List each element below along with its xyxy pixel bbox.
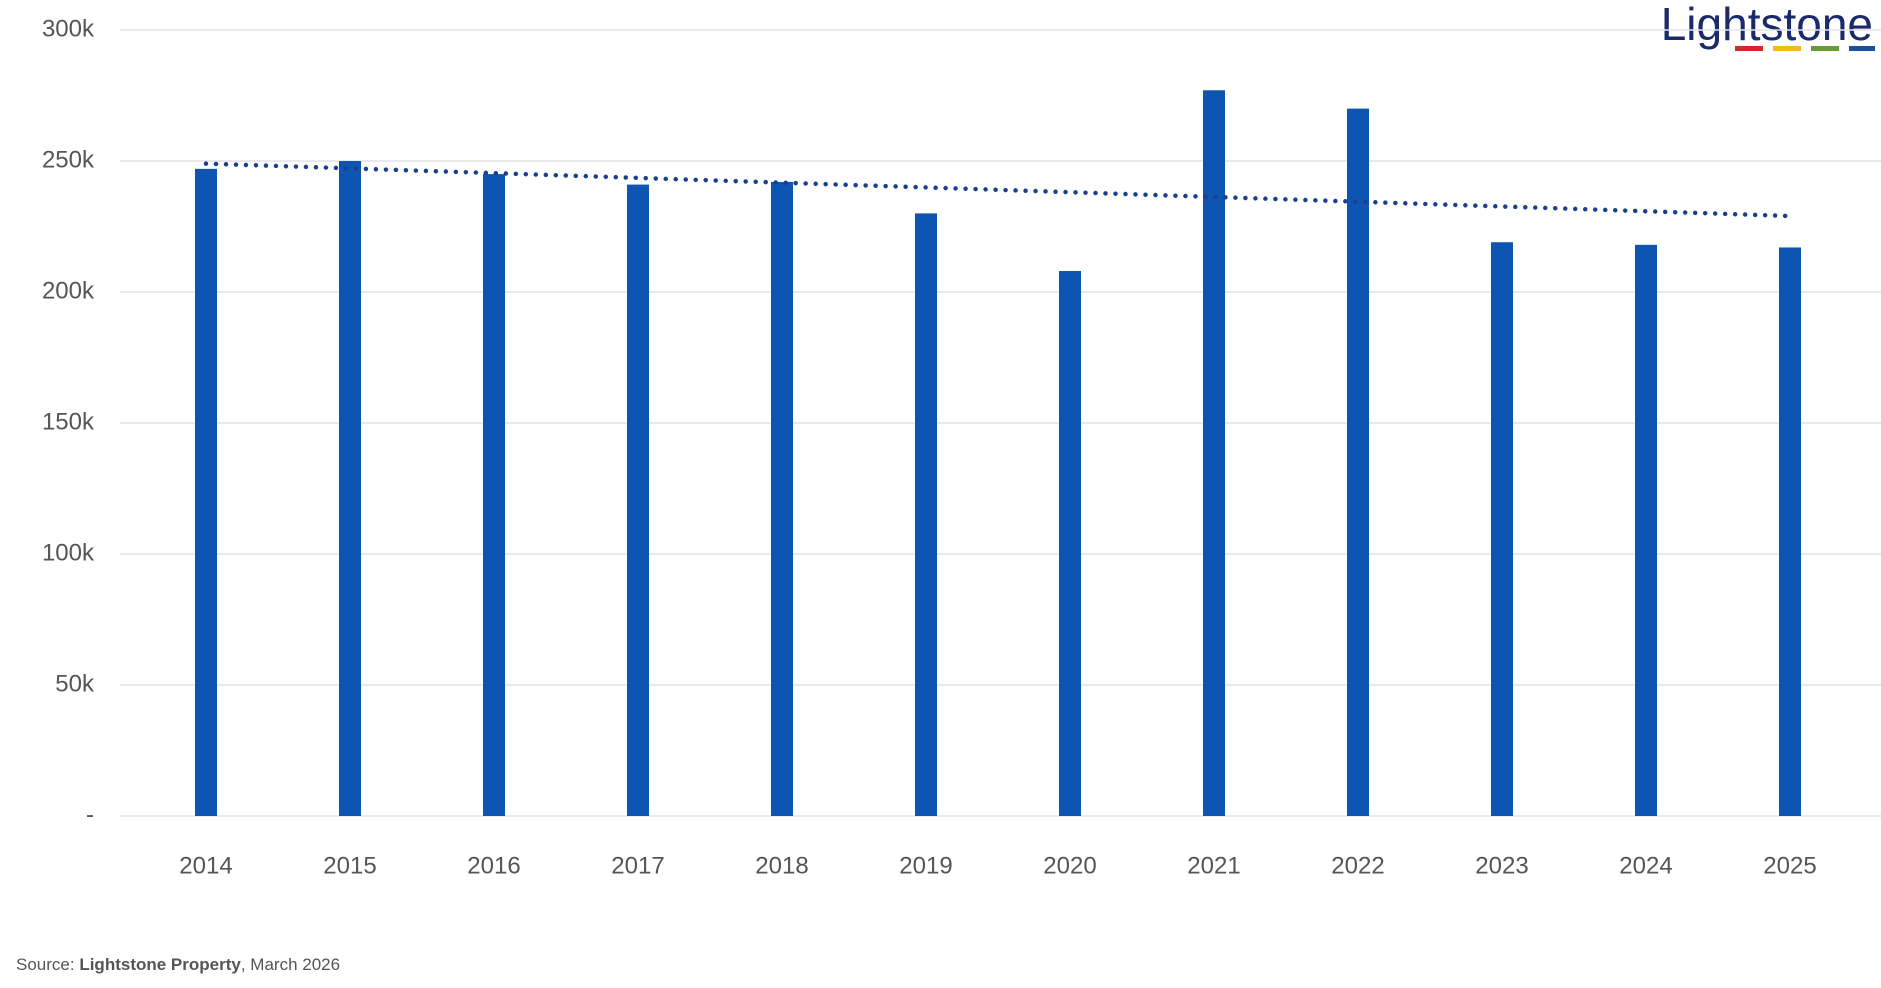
logo: Lightstone (1661, 0, 1873, 50)
logo-bar (1849, 46, 1875, 51)
bar (1491, 242, 1513, 817)
y-tick-label: 300k (42, 15, 95, 42)
logo-bar (1773, 46, 1801, 51)
y-tick-label: 150k (42, 408, 95, 435)
bar (627, 184, 649, 816)
y-tick-label: 50k (55, 670, 95, 697)
x-tick-label: 2023 (1475, 852, 1528, 879)
y-tick-label: - (86, 801, 94, 828)
logo-bar (1735, 46, 1763, 51)
source-name: Lightstone Property (79, 955, 241, 974)
x-tick-label: 2022 (1331, 852, 1384, 879)
y-tick-label: 250k (42, 146, 95, 173)
x-tick-label: 2024 (1619, 852, 1672, 879)
bar (1635, 244, 1657, 817)
trendline (203, 161, 1793, 219)
bar (339, 161, 361, 816)
y-tick-label: 200k (42, 277, 95, 304)
x-tick-label: 2017 (611, 852, 664, 879)
x-tick-label: 2016 (467, 852, 520, 879)
y-tick-label: 100k (42, 539, 95, 566)
bar (915, 213, 937, 816)
x-tick-label: 2015 (323, 852, 376, 879)
bar (195, 168, 217, 817)
source-prefix: Source: (16, 955, 75, 974)
source-suffix: , March 2026 (241, 955, 340, 974)
x-tick-label: 2020 (1043, 852, 1096, 879)
bar (1347, 108, 1369, 817)
bar (483, 174, 505, 817)
x-tick-label: 2014 (179, 852, 232, 879)
bar (1203, 90, 1225, 816)
x-tick-label: 2025 (1763, 852, 1816, 879)
x-tick-label: 2021 (1187, 852, 1240, 879)
bar (771, 181, 793, 816)
x-tick-label: 2019 (899, 852, 952, 879)
source-note: Source: Lightstone Property, March 2026 (16, 955, 340, 974)
bar (1059, 271, 1081, 816)
x-tick-label: 2018 (755, 852, 808, 879)
bar (1779, 247, 1801, 816)
logo-bar (1811, 46, 1839, 51)
